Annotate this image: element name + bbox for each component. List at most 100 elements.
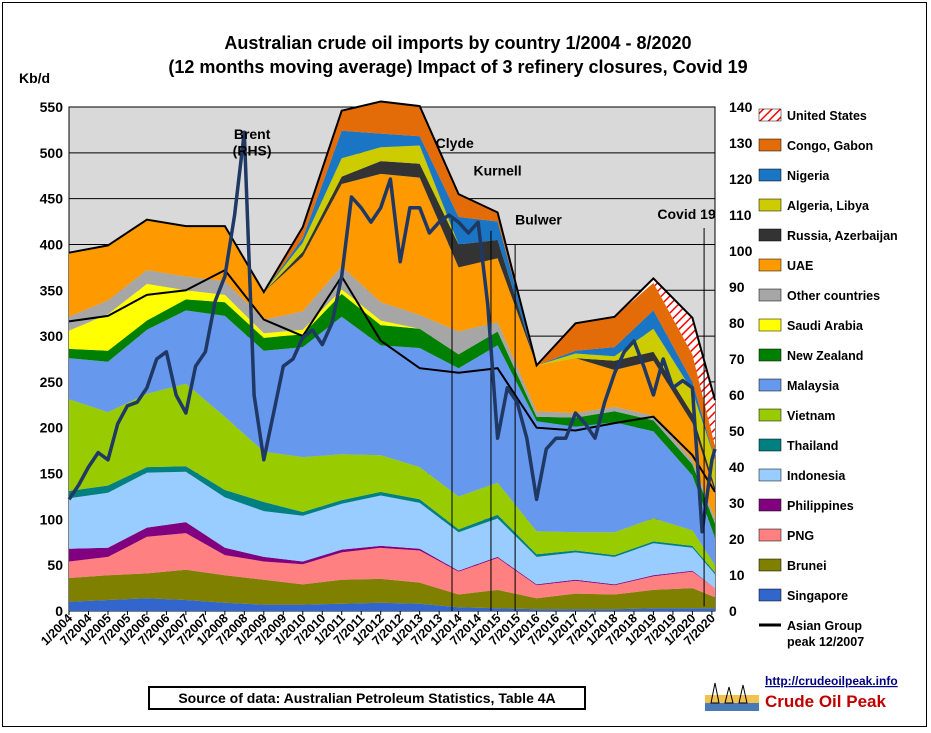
annotation-5: Covid 19 xyxy=(657,206,716,222)
y2-tick-120: 120 xyxy=(729,171,753,187)
x-axis-ticks: 1/20047/20041/20057/20051/20067/20061/20… xyxy=(38,611,718,648)
logo-url: http://crudeoilpeak.info xyxy=(765,674,898,688)
area-indonesia xyxy=(69,471,715,589)
area-malaysia xyxy=(69,310,715,566)
legend-label-0: United States xyxy=(787,109,867,123)
y-axis-label: Kb/d xyxy=(19,70,50,86)
legend-swatch-2 xyxy=(758,168,782,182)
source-box xyxy=(148,686,586,710)
legend-label-13: Philippines xyxy=(787,499,854,513)
annotation-4: Bulwer xyxy=(515,211,562,227)
y-tick-100: 100 xyxy=(40,511,64,527)
oil-wells-icon xyxy=(705,682,759,711)
y2-tick-30: 30 xyxy=(729,495,745,511)
area-uae xyxy=(69,173,715,520)
legend-label-2: Nigeria xyxy=(787,169,830,183)
y2-tick-50: 50 xyxy=(729,423,745,439)
y2-tick-0: 0 xyxy=(729,603,737,619)
y2-tick-60: 60 xyxy=(729,387,745,403)
y2-tick-40: 40 xyxy=(729,459,745,475)
legend-label-15: Brunei xyxy=(787,559,827,573)
legend-asian-group-label-1: Asian Group xyxy=(787,619,862,633)
source-text: Source of data: Australian Petroleum Sta… xyxy=(178,690,555,706)
annotation-2: Clyde xyxy=(436,135,474,151)
area-new-zealand xyxy=(69,293,715,538)
y-tick-350: 350 xyxy=(40,282,64,298)
legend-swatch-10 xyxy=(758,408,782,422)
legend-swatch-5 xyxy=(758,258,782,272)
y2-tick-100: 100 xyxy=(729,243,753,259)
y2-tick-140: 140 xyxy=(729,99,753,115)
y2-tick-80: 80 xyxy=(729,315,745,331)
legend-swatch-12 xyxy=(758,468,782,482)
area-thailand xyxy=(69,466,715,575)
brent-line xyxy=(67,130,717,534)
legend-label-5: UAE xyxy=(787,259,813,273)
y2-axis-ticks: 0 10 20 30 40 50 60 70 80 90 100 110 120 130 140 xyxy=(729,99,753,619)
area-brunei xyxy=(69,569,715,610)
area-singapore xyxy=(69,598,715,611)
legend-swatch-9 xyxy=(758,378,782,392)
legend-swatch-11 xyxy=(758,438,782,452)
legend-swatch-6 xyxy=(758,288,782,302)
logo: http://crudeoilpeak.info Crude Oil Peak xyxy=(705,674,898,711)
y-tick-300: 300 xyxy=(40,328,64,344)
legend-label-4: Russia, Azerbaijan xyxy=(787,229,898,243)
legend-label-16: Singapore xyxy=(787,589,848,603)
area-other-countries xyxy=(69,266,715,524)
legend-swatch-0 xyxy=(758,108,782,122)
legend-label-8: New Zealand xyxy=(787,349,863,363)
legend-swatch-4 xyxy=(758,228,782,242)
oil-imports-chart: Australian crude oil imports by country … xyxy=(19,33,898,711)
y-tick-50: 50 xyxy=(47,557,63,573)
legend-asian-group-label-2: peak 12/2007 xyxy=(787,635,864,649)
y2-tick-70: 70 xyxy=(729,351,745,367)
y-tick-250: 250 xyxy=(40,374,64,390)
annotation-1: (RHS) xyxy=(233,143,272,159)
y2-tick-110: 110 xyxy=(729,207,752,223)
legend-swatch-7 xyxy=(758,318,782,332)
area-png xyxy=(69,533,715,599)
legend-swatch-1 xyxy=(758,138,782,152)
y-tick-200: 200 xyxy=(40,420,64,436)
legend-label-3: Algeria, Libya xyxy=(787,199,870,213)
legend-swatch-14 xyxy=(758,528,782,542)
chart-title-line1: Australian crude oil imports by country … xyxy=(224,33,691,53)
chart-title-line2: (12 months moving average) Impact of 3 r… xyxy=(168,57,747,77)
y-tick-500: 500 xyxy=(40,145,64,161)
y2-tick-90: 90 xyxy=(729,279,745,295)
y-tick-550: 550 xyxy=(40,99,64,115)
legend-label-1: Congo, Gabon xyxy=(787,139,873,153)
legend-swatch-8 xyxy=(758,348,782,362)
legend-swatch-13 xyxy=(758,498,782,512)
legend-label-7: Saudi Arabia xyxy=(787,319,864,333)
annotations: Brent(RHS) Clyde Kurnell Bulwer Covid 19 xyxy=(233,126,716,607)
y2-tick-20: 20 xyxy=(729,531,745,547)
annotation-3: Kurnell xyxy=(473,163,521,179)
y-tick-400: 400 xyxy=(40,236,64,252)
legend-label-11: Thailand xyxy=(787,439,838,453)
y-axis-ticks: 0 50 100 150 200 250 300 350 400 450 500 550 xyxy=(40,99,64,619)
y-tick-150: 150 xyxy=(40,466,64,482)
y2-tick-10: 10 xyxy=(729,567,745,583)
trend-lines xyxy=(67,130,717,534)
legend-swatch-3 xyxy=(758,198,782,212)
annotation-0: Brent xyxy=(234,126,271,142)
legend: United States Congo, Gabon Nigeria Algeria,… xyxy=(758,108,898,649)
y2-tick-130: 130 xyxy=(729,135,753,151)
closure-lines xyxy=(451,216,516,611)
area-vietnam xyxy=(69,383,715,573)
stacked-areas xyxy=(68,100,716,611)
y-tick-450: 450 xyxy=(40,191,64,207)
legend-swatch-16 xyxy=(758,588,782,602)
legend-label-6: Other countries xyxy=(787,289,880,303)
logo-name: Crude Oil Peak xyxy=(765,692,886,711)
legend-label-10: Vietnam xyxy=(787,409,835,423)
asian-group-line xyxy=(68,268,716,493)
legend-label-9: Malaysia xyxy=(787,379,840,393)
y-tick-0: 0 xyxy=(55,603,63,619)
legend-label-14: PNG xyxy=(787,529,814,543)
area-saudi-arabia xyxy=(69,283,715,524)
legend-swatch-15 xyxy=(758,558,782,572)
